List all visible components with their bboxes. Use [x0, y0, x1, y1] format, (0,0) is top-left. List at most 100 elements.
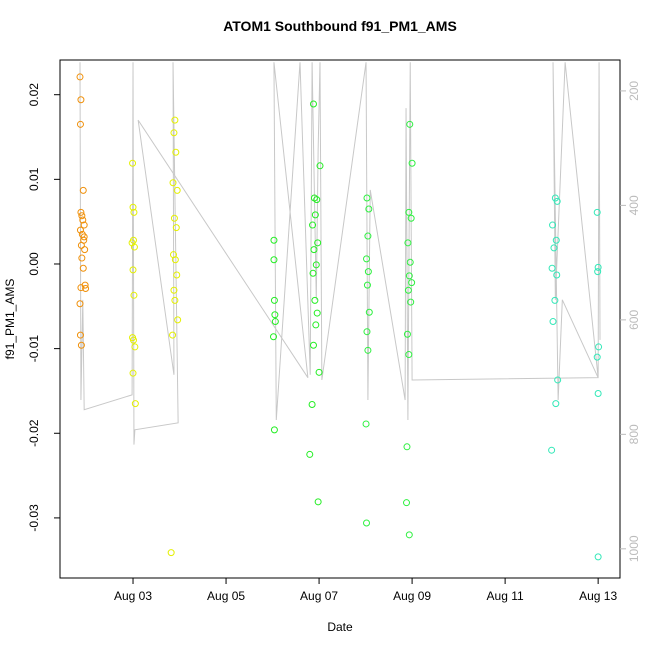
point	[77, 96, 85, 104]
point	[363, 255, 371, 263]
point	[312, 321, 320, 329]
line-series	[79, 62, 601, 445]
point	[270, 296, 278, 304]
x-tick-label: Aug 03	[114, 589, 152, 603]
point	[167, 549, 175, 557]
x-tick-label: Aug 07	[300, 589, 338, 603]
point	[403, 499, 411, 507]
point	[313, 196, 321, 204]
point	[79, 216, 87, 224]
point	[81, 246, 89, 254]
point	[171, 256, 179, 264]
y-tick-label: 0.02	[27, 83, 41, 107]
point	[553, 197, 561, 205]
y-tick-label: -0.02	[27, 419, 41, 447]
point	[173, 186, 181, 194]
point	[172, 148, 180, 156]
point	[403, 443, 411, 451]
y2-tick-label: 800	[627, 424, 641, 444]
x-tick-label: Aug 13	[579, 589, 617, 603]
point	[364, 346, 372, 354]
point	[174, 316, 182, 324]
point	[407, 298, 415, 306]
point	[80, 221, 88, 229]
point	[130, 243, 138, 251]
point	[551, 194, 559, 202]
point	[309, 221, 317, 229]
point	[363, 194, 371, 202]
y-axis-title: f91_PM1_AMS	[3, 279, 17, 360]
y-tick-label: -0.03	[27, 504, 41, 532]
point	[76, 73, 84, 81]
point	[550, 244, 558, 252]
point	[405, 208, 413, 216]
point	[363, 328, 371, 336]
point	[364, 232, 372, 240]
point	[408, 159, 416, 167]
point	[552, 400, 560, 408]
point	[129, 336, 137, 344]
point	[314, 239, 322, 247]
point	[309, 100, 317, 108]
point	[365, 205, 373, 213]
point	[129, 369, 137, 377]
point	[365, 308, 373, 316]
point	[406, 120, 414, 128]
point	[270, 256, 278, 264]
point	[77, 284, 85, 292]
point	[76, 300, 84, 308]
point	[405, 272, 413, 280]
point	[313, 309, 321, 317]
point	[131, 343, 139, 351]
chart-title: ATOM1 Southbound f91_PM1_AMS	[223, 18, 457, 34]
point	[553, 271, 561, 279]
point	[311, 296, 319, 304]
point	[169, 179, 177, 187]
point	[76, 120, 84, 128]
point	[131, 400, 139, 408]
point	[594, 389, 602, 397]
point	[130, 291, 138, 299]
point	[548, 446, 556, 454]
point	[129, 203, 137, 211]
point	[271, 311, 279, 319]
point	[79, 186, 87, 194]
point	[404, 239, 412, 247]
point	[404, 286, 412, 294]
point	[130, 208, 138, 216]
point	[270, 426, 278, 434]
point	[310, 246, 318, 254]
point	[306, 450, 314, 458]
point	[594, 263, 602, 271]
point	[364, 268, 372, 276]
point	[594, 268, 602, 276]
point	[593, 353, 601, 361]
point	[171, 116, 179, 124]
point	[78, 212, 86, 220]
point	[316, 162, 324, 170]
point	[408, 279, 416, 287]
y2-tick-label: 200	[627, 81, 641, 101]
x-tick-label: Aug 05	[207, 589, 245, 603]
point	[309, 341, 317, 349]
point	[170, 214, 178, 222]
y2-tick-label: 400	[627, 195, 641, 215]
point	[172, 224, 180, 232]
point	[551, 296, 559, 304]
point	[173, 271, 181, 279]
point	[315, 368, 323, 376]
point	[363, 281, 371, 289]
point	[79, 264, 87, 272]
point	[554, 376, 562, 384]
point	[362, 420, 370, 428]
point	[271, 318, 279, 326]
y-tick-label: -0.01	[27, 335, 41, 363]
x-tick-label: Aug 09	[393, 589, 431, 603]
point	[311, 211, 319, 219]
point	[171, 296, 179, 304]
point	[312, 261, 320, 269]
point	[76, 226, 84, 234]
point	[78, 254, 86, 262]
point	[169, 331, 177, 339]
